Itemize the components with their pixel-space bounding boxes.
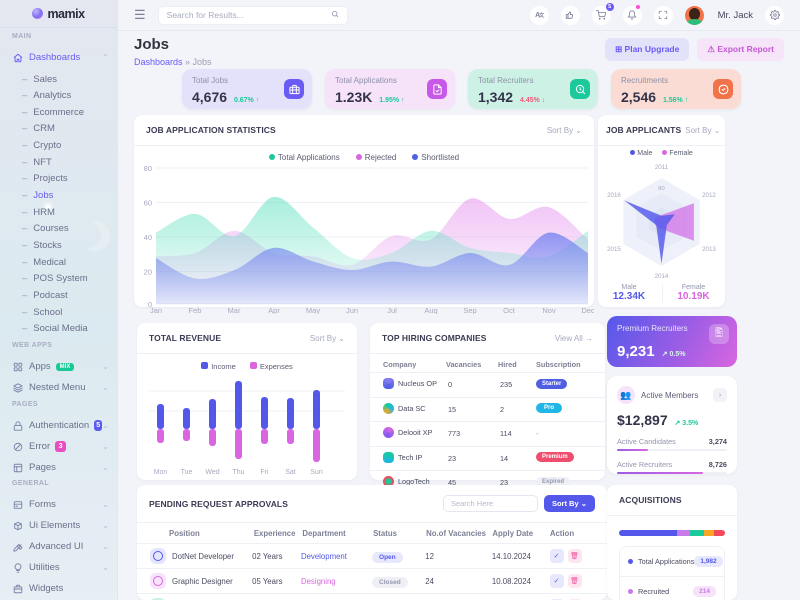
svg-text:Jan: Jan bbox=[150, 306, 162, 314]
svg-text:Sat: Sat bbox=[285, 469, 296, 476]
svg-text:Nov: Nov bbox=[542, 306, 556, 314]
svg-text:2014: 2014 bbox=[655, 273, 669, 280]
svg-text:Tue: Tue bbox=[181, 469, 193, 476]
svg-text:2012: 2012 bbox=[702, 192, 716, 199]
svg-text:Jul: Jul bbox=[387, 306, 397, 314]
svg-text:Jun: Jun bbox=[346, 306, 358, 314]
svg-text:2015: 2015 bbox=[607, 246, 621, 253]
svg-text:2016: 2016 bbox=[607, 192, 621, 199]
svg-text:40: 40 bbox=[144, 233, 152, 242]
svg-text:Dec: Dec bbox=[581, 306, 594, 314]
svg-text:Mon: Mon bbox=[154, 469, 168, 476]
svg-text:Fri: Fri bbox=[260, 469, 269, 476]
svg-text:2011: 2011 bbox=[655, 164, 669, 171]
svg-text:Aug: Aug bbox=[424, 306, 437, 314]
svg-text:Oct: Oct bbox=[503, 306, 516, 314]
svg-text:Feb: Feb bbox=[189, 306, 202, 314]
svg-text:Sep: Sep bbox=[463, 306, 476, 314]
svg-text:Sun: Sun bbox=[310, 469, 323, 476]
svg-text:Mar: Mar bbox=[228, 306, 241, 314]
svg-text:60: 60 bbox=[144, 199, 152, 208]
svg-text:Thu: Thu bbox=[232, 469, 244, 476]
svg-text:80: 80 bbox=[144, 164, 152, 173]
svg-text:2013: 2013 bbox=[702, 246, 716, 253]
svg-text:20: 20 bbox=[144, 268, 152, 277]
svg-text:May: May bbox=[306, 306, 320, 314]
svg-text:Apr: Apr bbox=[268, 306, 280, 314]
svg-text:Wed: Wed bbox=[205, 469, 219, 476]
svg-text:80: 80 bbox=[658, 186, 664, 192]
